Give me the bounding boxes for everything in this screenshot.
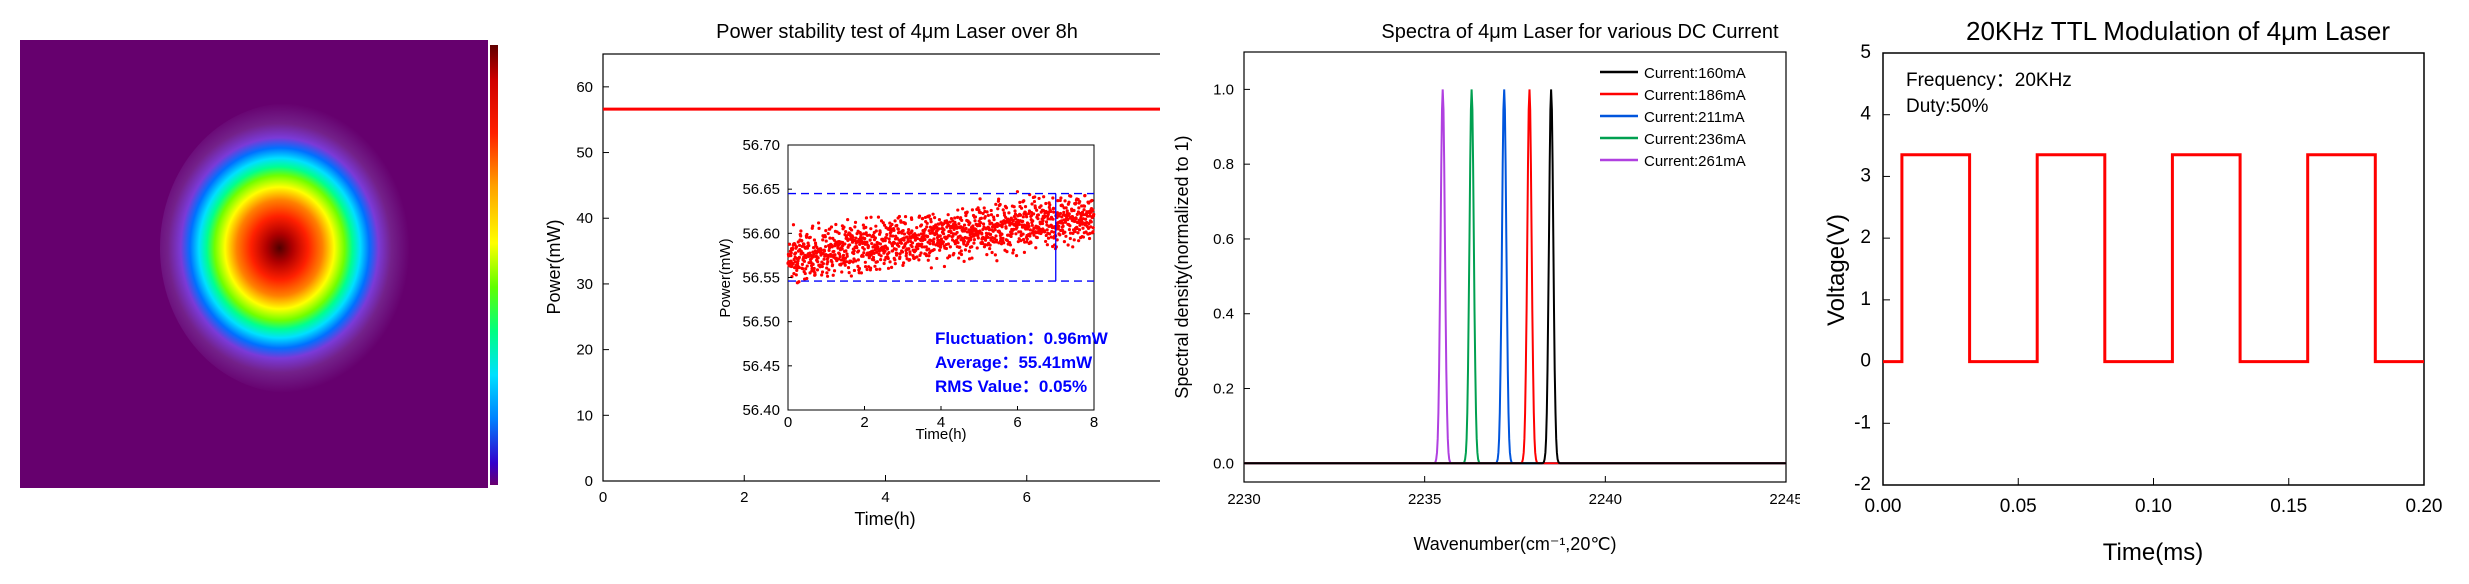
- colorbar: [490, 45, 498, 485]
- y-tick-label: 56.40: [742, 402, 780, 419]
- x-tick-label: 0.15: [2270, 496, 2307, 517]
- average-annotation: Average：55.41mW: [935, 353, 1093, 372]
- duty-annotation: Duty:50%: [1906, 96, 1988, 117]
- frequency-annotation: Frequency：20KHz: [1906, 70, 2072, 91]
- x-tick-label: 8: [1090, 414, 1098, 431]
- y-tick-label: 2: [1860, 227, 1871, 248]
- x-tick-label: 6: [1023, 489, 1031, 506]
- x-tick-label: 2245: [1769, 491, 1800, 508]
- legend-label: Current:211mA: [1644, 109, 1745, 126]
- legend: Current:160mA Current:186mA Current:211mA C…: [1600, 65, 1746, 170]
- inset-frame: [787, 144, 1095, 411]
- chart-title: 20KHz TTL Modulation of 4μm Laser: [1966, 16, 2390, 46]
- y-tick-label: 50: [576, 145, 593, 162]
- x-tick-label: 0.05: [2000, 496, 2037, 517]
- spectra-chart: Spectra of 4μm Laser for various DC Curr…: [1172, 21, 1800, 554]
- plot-frame: [1243, 51, 1787, 483]
- legend-label: Current:236mA: [1644, 131, 1746, 148]
- x-tick-label: 2235: [1408, 491, 1441, 508]
- beam-profile-panel: [20, 40, 498, 488]
- x-axis-label: Wavenumber(cm⁻¹,20℃): [1413, 534, 1616, 554]
- y-tick-label: 56.70: [742, 137, 780, 154]
- y-tick-label: 10: [576, 407, 593, 424]
- fluctuation-annotation: Fluctuation：0.96mW: [935, 329, 1109, 348]
- inset-x-axis-label: Time(h): [915, 426, 966, 443]
- inset-y-axis-label: Power(mW): [717, 238, 734, 317]
- y-tick-label: 40: [576, 210, 593, 227]
- y-tick-label: 4: [1860, 104, 1871, 125]
- y-tick-label: 0.4: [1213, 306, 1234, 323]
- x-tick-label: 0.00: [1865, 496, 1902, 517]
- y-tick-label: 0.6: [1213, 231, 1234, 248]
- y-tick-label: 30: [576, 276, 593, 293]
- x-axis-label: Time(ms): [2103, 539, 2203, 566]
- ttl-signal-line: [1883, 153, 2424, 364]
- x-axis-label: Time(h): [854, 509, 915, 529]
- legend-label: Current:186mA: [1644, 87, 1746, 104]
- y-tick-label: 0.0: [1213, 455, 1234, 472]
- y-tick-label: 5: [1860, 42, 1871, 63]
- y-tick-label: 0.8: [1213, 156, 1234, 173]
- y-tick-label: 60: [576, 79, 593, 96]
- y-tick-label: 0.2: [1213, 381, 1234, 398]
- x-tick-label: 2240: [1589, 491, 1622, 508]
- y-tick-label: -2: [1854, 474, 1871, 495]
- rms-annotation: RMS Value：0.05%: [935, 377, 1087, 396]
- chart-title: Power stability test of 4μm Laser over 8…: [716, 21, 1078, 43]
- y-tick-label: 56.50: [742, 314, 780, 331]
- x-tick-label: 0.10: [2135, 496, 2172, 517]
- x-tick-label: 2: [860, 414, 868, 431]
- spectrum-line: [1244, 89, 1786, 465]
- y-axis-label: Power(mW): [544, 220, 564, 315]
- x-tick-label: 0: [784, 414, 792, 431]
- x-tick-label: 2230: [1227, 491, 1260, 508]
- y-axis-label: Voltage(V): [1823, 214, 1850, 326]
- inset-scatter-points: [786, 190, 1096, 285]
- y-tick-label: 56.60: [742, 225, 780, 242]
- y-tick-label: 20: [576, 342, 593, 359]
- chart-title: Spectra of 4μm Laser for various DC Curr…: [1381, 21, 1779, 43]
- y-tick-label: 56.55: [742, 270, 780, 287]
- x-tick-label: 6: [1013, 414, 1021, 431]
- y-tick-label: 3: [1860, 165, 1871, 186]
- power-stability-chart: Power stability test of 4μm Laser over 8…: [544, 21, 1160, 529]
- y-tick-label: 56.65: [742, 181, 780, 198]
- x-tick-label: 2: [740, 489, 748, 506]
- x-tick-label: 4: [881, 489, 889, 506]
- y-axis-label: Spectral density(normalized to 1): [1172, 135, 1192, 398]
- y-tick-label: 56.45: [742, 358, 780, 375]
- y-tick-label: 0: [1860, 351, 1871, 372]
- x-tick-label: 4: [937, 414, 945, 431]
- x-tick-label: 0.20: [2406, 496, 2443, 517]
- plot-frame: [1882, 52, 2425, 486]
- legend-label: Current:160mA: [1644, 65, 1746, 82]
- x-tick-label: 0: [599, 489, 607, 506]
- y-tick-label: 0: [585, 473, 593, 490]
- beam-spot: [160, 103, 420, 393]
- y-tick-label: 1.0: [1213, 81, 1234, 98]
- y-tick-label: -1: [1854, 412, 1871, 433]
- legend-label: Current:261mA: [1644, 153, 1746, 170]
- y-tick-label: 1: [1860, 289, 1871, 310]
- ttl-modulation-chart: 20KHz TTL Modulation of 4μm Laser 0.00 0.…: [1823, 16, 2443, 566]
